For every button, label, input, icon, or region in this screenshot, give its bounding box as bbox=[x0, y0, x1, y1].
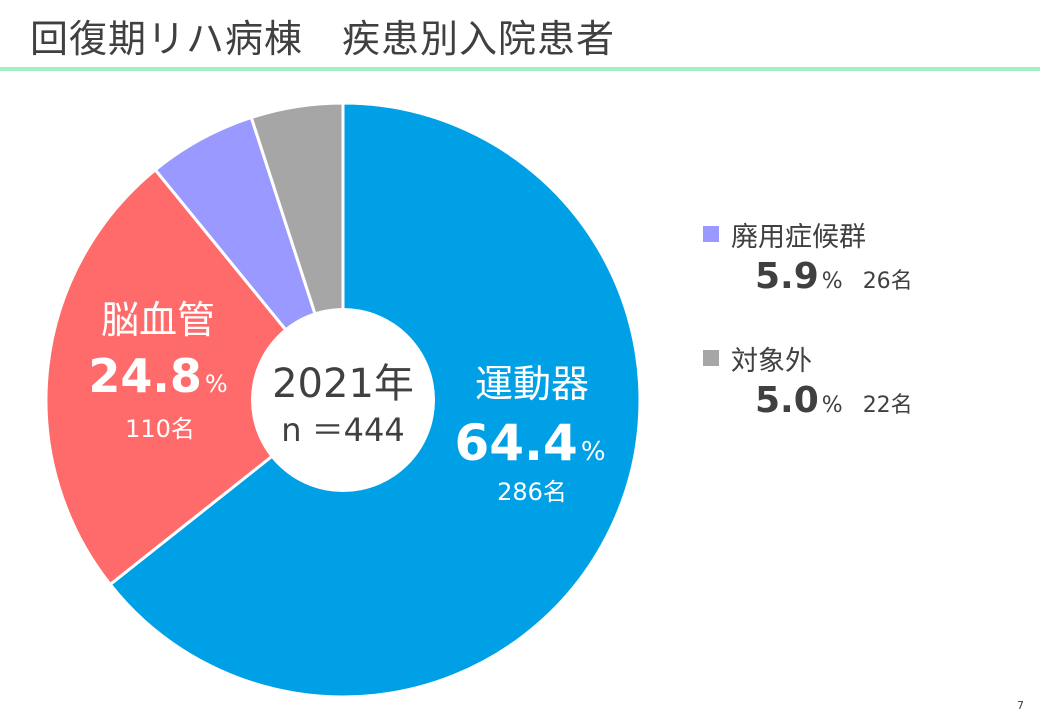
slice-percent-value: 64.4 bbox=[454, 414, 577, 472]
legend-label: 廃用症候群 bbox=[731, 221, 866, 253]
slice-label-percent-musculoskeletal: 64.4% bbox=[454, 414, 605, 472]
legend-percent: 5.0 bbox=[755, 380, 819, 421]
legend-count: 22名 bbox=[862, 393, 913, 418]
legend: 廃用症候群 5.9 % 26名 対象外 5.0 % 22名 bbox=[703, 212, 1023, 460]
legend-count: 26名 bbox=[862, 269, 913, 294]
legend-percent: 5.9 bbox=[755, 256, 819, 297]
legend-swatch bbox=[703, 350, 719, 366]
slice-label-count-cerebrovascular: 110名 bbox=[125, 415, 195, 443]
slice-label-percent-cerebrovascular: 24.8% bbox=[88, 349, 227, 403]
legend-swatch bbox=[703, 226, 719, 242]
slice-percent-unit: % bbox=[205, 370, 228, 398]
donut-hole bbox=[251, 308, 435, 492]
center-year-label: 2021年 bbox=[272, 361, 414, 407]
page-number: 7 bbox=[1017, 699, 1024, 712]
slice-percent-unit: % bbox=[581, 437, 606, 467]
slice-label-count-musculoskeletal: 286名 bbox=[497, 478, 567, 506]
title-divider bbox=[0, 67, 1040, 71]
pie-slice-1 bbox=[44, 167, 346, 587]
page-title: 回復期リハ病棟 疾患別入院患者 bbox=[30, 17, 616, 61]
legend-percent-unit: % bbox=[821, 393, 843, 418]
legend-item-disuse-syndrome: 廃用症候群 5.9 % 26名 bbox=[703, 212, 1023, 336]
slice-percent-value: 24.8 bbox=[88, 349, 202, 403]
slice-label-name-musculoskeletal: 運動器 bbox=[475, 362, 589, 406]
legend-item-excluded: 対象外 5.0 % 22名 bbox=[703, 336, 1023, 460]
legend-label: 対象外 bbox=[731, 345, 812, 377]
legend-percent-unit: % bbox=[821, 269, 843, 294]
center-n-label: n ＝444 bbox=[281, 411, 405, 449]
slice-label-name-cerebrovascular: 脳血管 bbox=[101, 298, 215, 342]
